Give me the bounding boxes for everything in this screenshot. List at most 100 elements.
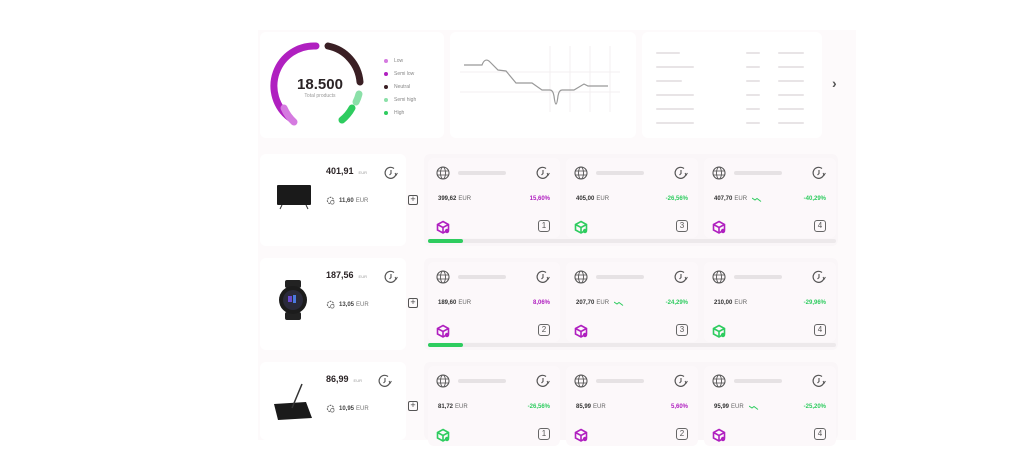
placeholder-line — [656, 52, 680, 54]
placeholder-line — [778, 108, 804, 110]
seller-name-placeholder — [596, 379, 644, 383]
offer-price: 407,70 EUR — [714, 196, 762, 202]
offer-rank-badge: 4 — [814, 428, 826, 440]
placeholder-line — [778, 94, 804, 96]
add-offer-button[interactable]: + — [408, 195, 418, 205]
legend-dot-icon — [384, 58, 388, 63]
offer-percent-diff: 15,60% — [529, 196, 550, 202]
placeholder-line — [778, 122, 804, 124]
price-history-icon[interactable] — [812, 374, 826, 388]
offer-percent-diff: -24,29% — [665, 300, 688, 306]
placeholder-line — [656, 80, 682, 82]
placeholder-line — [746, 94, 760, 96]
legend-dot-icon — [384, 110, 388, 115]
shipping-cost: 10,95 EUR — [326, 404, 369, 413]
price-history-icon[interactable] — [674, 374, 688, 388]
scrollbar-thumb[interactable] — [428, 343, 463, 347]
shipping-cost: 11,60 EUR — [326, 196, 368, 205]
add-offer-button[interactable]: + — [408, 401, 418, 411]
trend-down-icon — [748, 405, 758, 410]
globe-icon — [436, 374, 450, 388]
offer-card[interactable]: 81,72 EUR -26,56% 1 — [428, 366, 560, 446]
shipping-gear-icon — [326, 300, 335, 309]
offer-card[interactable]: 85,99 EUR 5,60% 2 — [566, 366, 698, 446]
legend-item-semi-high: Semi high — [384, 93, 416, 106]
legend-label: High — [394, 109, 405, 116]
offers-row: 81,72 EUR -26,56% 1 85,99 EUR 5,60% 2 95,9… — [424, 362, 838, 446]
globe-icon — [712, 270, 726, 284]
offer-price: 95,99 EUR — [714, 404, 759, 410]
offer-card[interactable]: 95,99 EUR -25,20% 4 — [704, 366, 836, 446]
legend-label: Low — [394, 57, 404, 64]
placeholder-line — [778, 52, 804, 54]
offer-card[interactable]: 405,00 EUR -26,56% 3 — [566, 158, 698, 238]
add-offer-button[interactable]: + — [408, 298, 418, 308]
shipping-gear-icon — [326, 404, 335, 413]
offer-price: 189,60 EUR — [438, 300, 472, 306]
product-price: 401,91 EUR — [326, 166, 367, 176]
package-icon — [574, 428, 588, 442]
placeholder-line — [746, 52, 760, 54]
price-history-icon[interactable] — [378, 374, 392, 388]
product-card-drawing-tablet: 86,99 EUR 10,95 EUR — [260, 362, 406, 440]
price-history-icon[interactable] — [384, 270, 398, 284]
offer-card[interactable]: 189,60 EUR 8,06% 2 — [428, 262, 560, 342]
offer-percent-diff: 5,60% — [670, 404, 688, 410]
offer-percent-diff: -40,29% — [803, 196, 826, 202]
price-history-icon[interactable] — [536, 374, 550, 388]
legend-label: Semi high — [394, 96, 417, 103]
price-history-icon[interactable] — [536, 270, 550, 284]
price-history-icon[interactable] — [536, 166, 550, 180]
offers-row: 399,62 EUR 15,60% 1 405,00 EUR -26,56% 3 4… — [424, 154, 838, 246]
price-history-icon[interactable] — [674, 166, 688, 180]
package-icon — [712, 324, 726, 338]
summary-donut-card: 18.500 Total products Low Semi low Neutr… — [260, 32, 444, 138]
offer-card[interactable]: 210,00 EUR -29,96% 4 — [704, 262, 836, 342]
offer-card[interactable]: 399,62 EUR 15,60% 1 — [428, 158, 560, 238]
package-icon — [436, 428, 450, 442]
placeholder-line — [746, 122, 760, 124]
offer-price: 405,00 EUR — [576, 196, 610, 202]
chevron-right-icon[interactable]: › — [832, 75, 837, 91]
globe-icon — [712, 374, 726, 388]
product-card-tv: 401,91 EUR 11,60 EUR — [260, 154, 406, 246]
legend-item-neutral: Neutral — [384, 80, 416, 93]
offer-card[interactable]: 407,70 EUR -40,29% 4 — [704, 158, 836, 238]
offer-rank-badge: 3 — [676, 324, 688, 336]
legend-dot-icon — [384, 84, 388, 89]
placeholder-line — [778, 80, 804, 82]
drawing-tablet-icon — [274, 383, 312, 420]
offer-card[interactable]: 207,70 EUR -24,29% 3 — [566, 262, 698, 342]
offers-scrollbar[interactable] — [428, 343, 836, 347]
donut-chart — [270, 42, 364, 126]
trend-down-icon — [614, 301, 624, 306]
seller-name-placeholder — [734, 275, 782, 279]
placeholder-line — [656, 66, 694, 68]
price-history-card — [450, 32, 636, 138]
placeholder-line — [656, 108, 694, 110]
product-price: 86,99 EUR — [326, 374, 362, 384]
offer-rank-badge: 4 — [814, 324, 826, 336]
tv-icon — [277, 185, 311, 210]
offer-rank-badge: 4 — [814, 220, 826, 232]
offers-scrollbar[interactable] — [428, 239, 836, 243]
legend-label: Semi low — [394, 70, 415, 77]
placeholder-line — [746, 80, 760, 82]
seller-name-placeholder — [596, 275, 644, 279]
offer-percent-diff: -26,56% — [527, 404, 550, 410]
offer-rank-badge: 1 — [538, 428, 550, 440]
donut-legend: Low Semi low Neutral Semi high High — [384, 54, 416, 119]
price-history-icon[interactable] — [674, 270, 688, 284]
offer-price: 85,99 EUR — [576, 404, 606, 410]
price-history-icon[interactable] — [812, 270, 826, 284]
placeholder-line — [656, 122, 694, 124]
package-icon — [436, 324, 450, 338]
seller-name-placeholder — [596, 171, 644, 175]
offer-percent-diff: -25,20% — [803, 404, 826, 410]
shipping-cost: 13,05 EUR — [326, 300, 369, 309]
price-history-icon[interactable] — [812, 166, 826, 180]
scrollbar-thumb[interactable] — [428, 239, 463, 243]
seller-name-placeholder — [734, 171, 782, 175]
offer-percent-diff: 8,06% — [532, 300, 550, 306]
price-history-icon[interactable] — [384, 166, 398, 180]
